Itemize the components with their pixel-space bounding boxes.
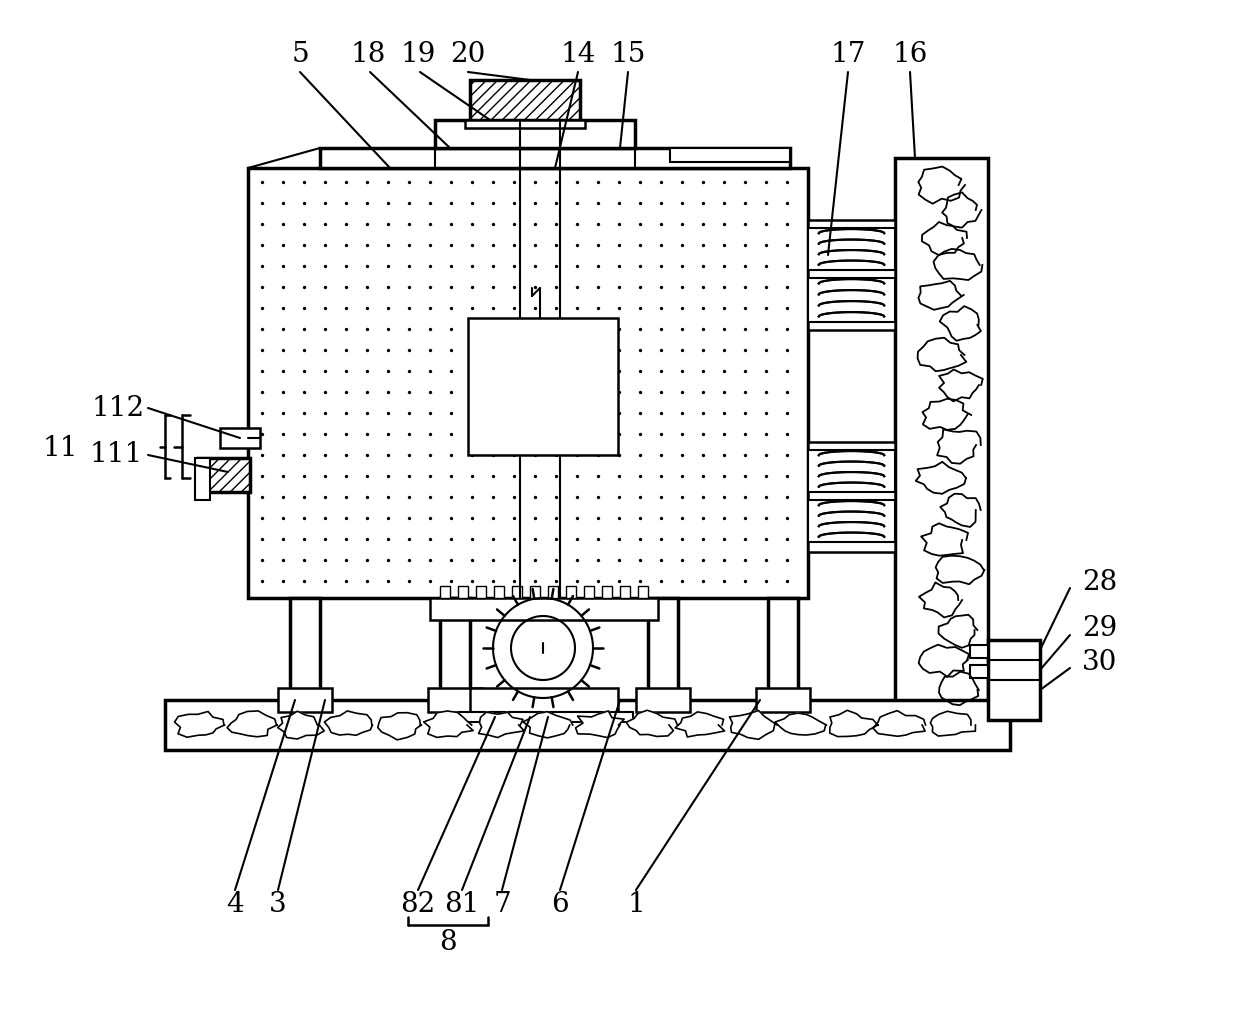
Bar [428,688,482,712]
Text: 5: 5 [291,41,309,69]
Polygon shape [775,713,826,735]
Polygon shape [523,712,573,738]
Polygon shape [930,712,976,736]
Polygon shape [729,711,777,739]
Bar [458,586,467,598]
Bar [768,598,799,700]
Text: 3: 3 [269,892,286,919]
Polygon shape [873,711,925,736]
Bar [670,148,790,162]
Bar [895,158,988,720]
Bar [808,500,895,542]
Bar [494,586,503,598]
Text: 16: 16 [893,41,928,69]
Text: 15: 15 [610,41,646,69]
Polygon shape [830,711,878,737]
Bar [988,640,1040,720]
Bar [290,598,320,700]
Bar [440,598,470,700]
Bar [470,688,618,712]
Bar [455,712,632,722]
Bar [219,428,260,448]
Text: 17: 17 [831,41,866,69]
Bar [467,318,618,455]
Text: 112: 112 [92,394,145,422]
Polygon shape [325,711,372,735]
Bar [620,586,630,598]
Text: 8: 8 [439,928,456,955]
Text: 11: 11 [42,435,78,461]
Bar [808,228,895,270]
Polygon shape [227,711,278,737]
Polygon shape [278,711,324,739]
Text: 14: 14 [560,41,595,69]
Text: 6: 6 [552,892,569,919]
Bar [756,688,810,712]
Polygon shape [626,711,677,736]
Polygon shape [575,711,624,738]
Bar [278,688,332,712]
Bar [565,586,577,598]
Text: 7: 7 [494,892,511,919]
Bar [649,598,678,700]
Bar [529,586,539,598]
Text: 81: 81 [444,892,480,919]
Bar [601,586,613,598]
Bar [639,586,649,598]
Bar [970,665,988,678]
Bar [808,220,895,330]
Bar [248,168,808,598]
Text: 111: 111 [89,442,143,468]
Bar [195,458,210,500]
Bar [198,458,250,492]
Bar [636,688,689,712]
Text: 1: 1 [627,892,645,919]
Polygon shape [675,712,724,737]
Bar [584,586,594,598]
Text: 29: 29 [1083,615,1117,642]
Bar [470,80,580,120]
Bar [548,586,558,598]
Bar [512,586,522,598]
Polygon shape [378,713,422,740]
Text: 30: 30 [1083,648,1117,675]
Bar [165,700,1011,750]
Bar [430,598,658,620]
Text: 18: 18 [351,41,386,69]
Bar [440,586,450,598]
Bar [465,120,585,128]
Bar [435,120,635,148]
Polygon shape [479,712,525,738]
Polygon shape [175,712,224,737]
Polygon shape [424,711,474,737]
Text: 19: 19 [401,41,435,69]
Bar [808,450,895,492]
Bar [970,645,988,658]
Bar [808,442,895,552]
Text: 28: 28 [1083,568,1117,595]
Bar [808,278,895,321]
Text: 82: 82 [401,892,435,919]
Text: 4: 4 [226,892,244,919]
Bar [476,586,486,598]
Text: 20: 20 [450,41,486,69]
Bar [320,148,790,168]
